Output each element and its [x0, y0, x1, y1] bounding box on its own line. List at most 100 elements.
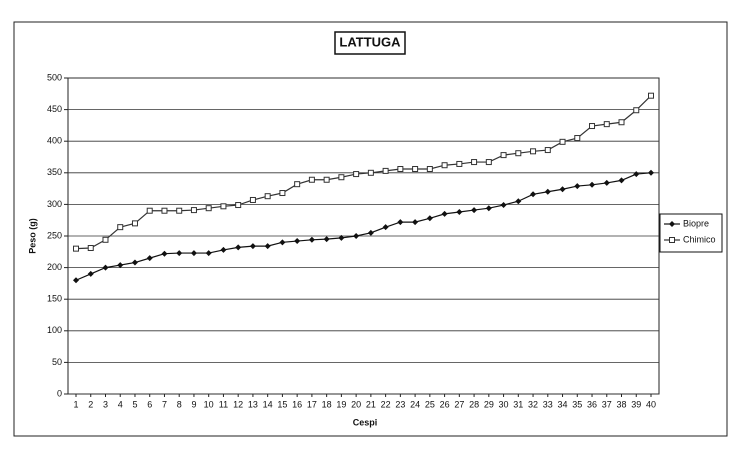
x-tick-label: 27: [454, 399, 464, 409]
legend-label: Biopre: [683, 218, 709, 228]
x-tick-label: 38: [617, 399, 627, 409]
x-tick-label: 22: [381, 399, 391, 409]
point: [249, 196, 256, 203]
x-tick-label: 37: [602, 399, 612, 409]
legend-label: Chimico: [683, 234, 716, 244]
point: [382, 224, 389, 231]
point: [441, 162, 448, 169]
point: [308, 176, 315, 183]
point: [73, 277, 79, 284]
x-tick-label: 30: [499, 399, 509, 409]
point: [574, 135, 581, 142]
y-tick-label: 400: [47, 136, 62, 146]
series-line: [75, 172, 652, 281]
point: [146, 255, 153, 262]
point: [456, 208, 463, 215]
point: [235, 202, 242, 209]
point: [589, 181, 596, 188]
point: [589, 123, 596, 130]
point: [397, 219, 404, 226]
point: [73, 245, 79, 252]
point: [618, 119, 625, 126]
point: [544, 147, 551, 154]
point: [456, 160, 463, 167]
point: [603, 179, 610, 186]
point: [190, 250, 197, 257]
point: [648, 92, 654, 99]
point: [205, 250, 212, 257]
point: [279, 239, 286, 246]
x-tick-label: 12: [233, 399, 243, 409]
point: [102, 236, 109, 243]
point: [426, 166, 433, 173]
y-tick-label: 200: [47, 262, 62, 272]
point: [618, 177, 625, 184]
point: [264, 243, 271, 250]
point: [559, 186, 566, 193]
point: [633, 171, 640, 178]
x-tick-label: 36: [587, 399, 597, 409]
x-tick-label: 7: [162, 399, 167, 409]
x-tick-label: 31: [513, 399, 523, 409]
point: [367, 169, 374, 176]
point: [353, 233, 360, 239]
point: [294, 238, 301, 245]
point: [530, 148, 537, 155]
x-tick-label: 26: [440, 399, 450, 409]
point: [669, 221, 675, 227]
x-tick-label: 1: [73, 399, 78, 409]
x-tick-label: 33: [543, 399, 553, 409]
x-tick-label: 40: [646, 399, 656, 409]
x-tick-label: 35: [572, 399, 582, 409]
point: [367, 229, 374, 236]
point: [308, 236, 315, 243]
point: [530, 191, 537, 198]
x-tick-label: 14: [263, 399, 273, 409]
x-tick-label: 3: [103, 399, 108, 409]
y-tick-label: 350: [47, 167, 62, 177]
point: [102, 264, 109, 271]
point: [279, 190, 286, 197]
point: [323, 176, 330, 183]
x-tick-label: 34: [558, 399, 568, 409]
point: [235, 244, 242, 251]
point: [412, 166, 419, 173]
point: [412, 219, 419, 226]
point: [397, 166, 404, 173]
y-tick-label: 450: [47, 104, 62, 114]
x-tick-label: 20: [351, 399, 361, 409]
chart-frame: [13, 21, 728, 437]
point: [485, 159, 492, 166]
point: [161, 250, 168, 257]
point: [544, 188, 551, 195]
x-tick-label: 5: [132, 399, 137, 409]
point: [515, 150, 522, 157]
point: [382, 167, 389, 174]
y-tick-label: 500: [47, 72, 62, 82]
point: [161, 207, 168, 214]
point: [87, 270, 94, 277]
x-tick-label: 29: [484, 399, 494, 409]
x-tick-label: 16: [292, 399, 302, 409]
title-box: [334, 31, 406, 55]
chart-title: LATTUGA: [339, 34, 401, 49]
y-tick-label: 100: [47, 325, 62, 335]
point: [117, 224, 124, 231]
point: [500, 152, 507, 159]
point: [471, 207, 478, 214]
point: [338, 234, 345, 241]
x-tick-label: 32: [528, 399, 538, 409]
point: [574, 183, 581, 190]
x-tick-label: 2: [88, 399, 93, 409]
x-tick-label: 28: [469, 399, 479, 409]
point: [323, 236, 330, 243]
point: [249, 243, 256, 250]
y-tick-label: 0: [57, 388, 62, 398]
x-tick-label: 15: [277, 399, 287, 409]
x-tick-label: 9: [191, 399, 196, 409]
y-tick-label: 150: [47, 294, 62, 304]
x-tick-label: 39: [631, 399, 641, 409]
point: [338, 174, 345, 181]
point: [669, 237, 675, 243]
